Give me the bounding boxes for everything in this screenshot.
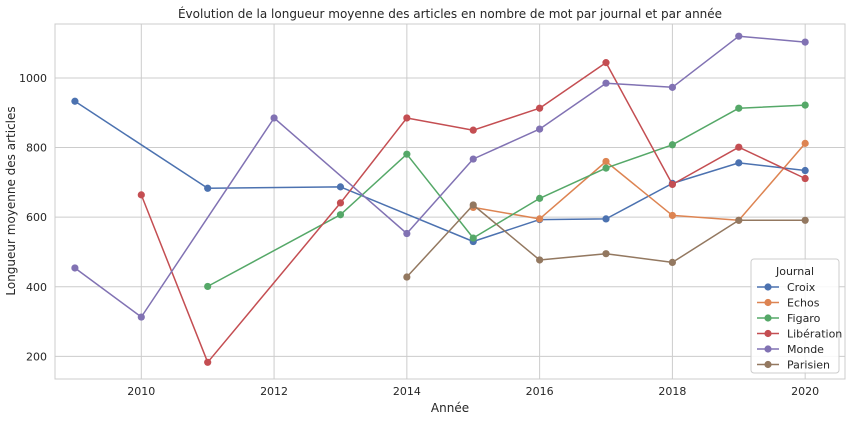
data-point-monde xyxy=(137,313,145,321)
data-point-croix xyxy=(735,159,743,167)
data-point-monde xyxy=(668,83,676,91)
data-point-parisien xyxy=(735,216,743,224)
data-point-croix xyxy=(71,97,79,105)
legend-item-figaro: Figaro xyxy=(757,312,821,325)
legend: Journal Croix Echos Figaro Libération Monde Pa… xyxy=(750,258,842,374)
data-point-figaro xyxy=(469,234,477,242)
legend-label: Echos xyxy=(787,297,820,310)
legend-swatch-marker xyxy=(764,345,772,353)
data-point-monde xyxy=(270,114,278,122)
data-point-figaro xyxy=(735,104,743,112)
data-point-croix xyxy=(602,215,610,223)
data-point-monde xyxy=(735,32,743,40)
data-point-monde xyxy=(536,125,544,133)
data-point-parisien xyxy=(668,258,676,267)
data-point-croix xyxy=(336,183,345,191)
legend-label: Libération xyxy=(787,328,842,341)
x-tick-label: 2018 xyxy=(658,385,686,398)
data-point-monde xyxy=(71,264,79,272)
data-point-parisien xyxy=(801,216,809,224)
legend-item-liberation: Libération xyxy=(757,328,842,341)
data-point-liberation xyxy=(469,126,477,134)
y-tick-label: 800 xyxy=(26,142,47,155)
data-point-echos xyxy=(801,139,809,147)
data-point-liberation xyxy=(403,114,411,122)
grid-lines xyxy=(55,24,845,379)
x-tick-label: 2016 xyxy=(526,385,554,398)
data-point-liberation xyxy=(137,191,145,199)
y-tick-labels: 200 400 600 800 1000 xyxy=(19,72,47,363)
chart-title: Évolution de la longueur moyenne des art… xyxy=(178,6,722,21)
data-point-monde xyxy=(602,79,610,87)
legend-swatch-marker xyxy=(764,360,772,369)
legend-swatch-marker xyxy=(764,314,772,322)
x-tick-label: 2010 xyxy=(127,385,155,398)
series-line-liberation xyxy=(140,61,806,364)
data-point-liberation xyxy=(801,174,809,183)
data-point-monde xyxy=(403,229,411,238)
legend-swatch-marker xyxy=(764,329,772,338)
legend-label: Croix xyxy=(787,281,816,294)
data-point-parisien xyxy=(602,250,610,258)
series-monde xyxy=(71,32,809,321)
legend-item-croix: Croix xyxy=(757,281,816,294)
legend-item-monde: Monde xyxy=(757,343,824,356)
series-layer xyxy=(71,32,809,366)
data-point-echos xyxy=(668,211,676,220)
legend-item-parisien: Parisien xyxy=(757,359,830,372)
x-tick-labels: 2010 2012 2014 2016 2018 2020 xyxy=(127,385,819,398)
legend-swatch-marker xyxy=(764,283,772,291)
data-point-figaro xyxy=(204,282,212,291)
legend-label: Figaro xyxy=(787,312,821,325)
data-point-liberation xyxy=(735,143,743,151)
y-tick-label: 1000 xyxy=(19,72,47,85)
legend-label: Parisien xyxy=(787,359,830,372)
data-point-monde xyxy=(469,155,477,163)
x-tick-label: 2020 xyxy=(791,385,819,398)
data-point-parisien xyxy=(403,273,411,281)
data-point-liberation xyxy=(336,199,345,207)
data-point-parisien xyxy=(469,201,477,209)
legend-swatch-marker xyxy=(764,298,772,307)
data-point-echos xyxy=(602,157,610,166)
data-point-figaro xyxy=(536,194,544,202)
series-parisien xyxy=(403,201,809,281)
data-point-liberation xyxy=(602,59,610,67)
x-tick-label: 2012 xyxy=(260,385,288,398)
y-tick-label: 200 xyxy=(26,350,47,363)
series-line-echos xyxy=(473,142,806,222)
x-axis-label: Année xyxy=(431,401,469,415)
plot-area xyxy=(54,23,846,380)
y-axis-label: Longueur moyenne des articles xyxy=(4,106,18,295)
data-point-parisien xyxy=(536,256,544,264)
data-point-croix xyxy=(801,166,809,175)
data-point-echos xyxy=(536,215,544,223)
series-liberation xyxy=(137,59,809,366)
data-point-liberation xyxy=(536,104,544,112)
data-point-liberation xyxy=(204,358,212,366)
series-line-monde xyxy=(74,35,806,318)
data-point-croix xyxy=(204,184,212,192)
legend-title: Journal xyxy=(775,265,814,278)
data-point-monde xyxy=(801,38,809,46)
data-point-figaro xyxy=(602,164,610,172)
legend-item-echos: Echos xyxy=(757,297,820,310)
legend-label: Monde xyxy=(787,343,824,356)
data-point-figaro xyxy=(668,141,676,149)
data-point-liberation xyxy=(668,180,676,189)
y-tick-label: 600 xyxy=(26,211,47,224)
data-point-figaro xyxy=(336,211,345,219)
x-tick-label: 2014 xyxy=(393,385,421,398)
data-point-figaro xyxy=(801,101,809,109)
data-point-figaro xyxy=(403,150,411,158)
y-tick-label: 400 xyxy=(26,281,47,294)
